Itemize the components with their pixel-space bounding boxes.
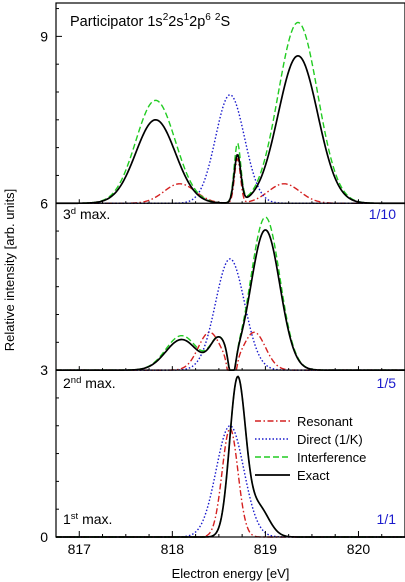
panel-label-number: 3 [63,206,71,222]
y-tick-label: 9 [40,28,48,44]
panel-label-text: max. [81,375,115,391]
title-segment: S [220,14,230,30]
x-tick-label: 820 [347,541,371,557]
panel-label-text: max. [76,206,110,222]
panel-label-2: 2nd max. [63,375,116,391]
y-axis-label: Relative intensity [arb. units] [2,189,17,352]
y-tick-label: 0 [40,529,48,545]
title-superscript: 6 [205,12,211,23]
panel-label-number: 1 [63,511,71,527]
legend: Resonant Direct (1/K) Interference Exact [255,414,366,483]
panel-label-1: 1st max. [63,511,112,527]
x-tick-label: 819 [254,541,278,557]
plot-frame [55,2,405,538]
chart-frame [55,2,405,538]
legend-entry-1: Resonant [297,414,353,429]
series-line-exact-panel-3 [56,54,405,205]
panel-label-superscript: st [71,511,79,522]
legend-entry-2: Direct (1/K) [297,432,363,447]
panel-label-number: 2 [63,375,71,391]
panel-scale-2: 1/5 [377,375,397,391]
title-superscript: 2 [163,12,169,23]
title-superscript: 2 [215,12,221,23]
legend-entry-3: Interference [297,450,366,465]
x-tick-label: 817 [68,541,92,557]
title-segment: 2s [168,14,183,30]
title-segment: 2p [189,14,205,30]
legend-entry-4: Exact [297,468,330,483]
y-tick-label: 3 [40,362,48,378]
title-segment: Participator 1s [70,14,163,30]
x-tick-label: 818 [161,541,185,557]
panel-label-superscript: nd [71,375,82,386]
panel-label-superscript: d [71,206,76,217]
title-superscript: 1 [184,12,190,23]
panel-label-3: 3d max. [63,206,110,222]
panel-label-text: max. [78,511,112,527]
panel-scale-3: 1/10 [369,206,396,222]
y-tick-label: 6 [40,195,48,211]
x-axis-label: Electron energy [eV] [172,566,290,581]
chart-title: Participator 1s22s12p6 2S [70,12,230,30]
panel-scale-1: 1/1 [377,511,397,527]
